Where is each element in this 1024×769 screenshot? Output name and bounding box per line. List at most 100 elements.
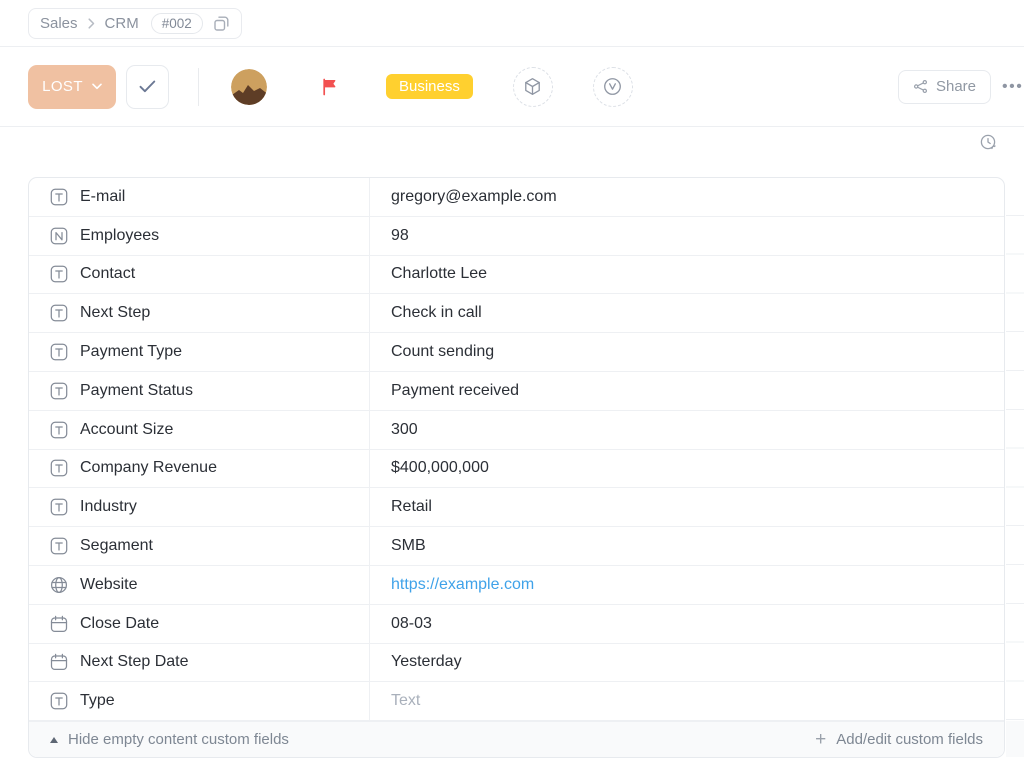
table-row: Next Step Check in call — [29, 294, 1004, 334]
task-content: E-mail gregory@example.com Employees 98 … — [0, 127, 1024, 768]
field-label: Company Revenue — [80, 459, 217, 477]
milestone-button[interactable] — [592, 66, 633, 107]
field-value-cell[interactable]: Charlotte Lee — [370, 256, 1004, 294]
field-name-cell[interactable]: Website — [29, 565, 370, 604]
breadcrumb-space[interactable]: Sales — [40, 14, 78, 32]
triangle-up-icon — [50, 736, 58, 743]
check-icon — [139, 80, 156, 93]
website-link[interactable]: https://example.com — [391, 575, 535, 593]
text-field-icon — [50, 537, 68, 555]
field-value-cell[interactable]: gregory@example.com — [370, 178, 1004, 216]
custom-fields-footer: Hide empty content custom fields + Add/e… — [29, 721, 1004, 758]
field-label: Contact — [80, 265, 136, 283]
field-value: Payment received — [391, 381, 520, 399]
text-field-icon — [50, 343, 68, 361]
field-value-cell[interactable]: Text — [370, 682, 1004, 720]
text-field-icon — [50, 382, 68, 400]
field-value-cell[interactable]: Count sending — [370, 333, 1004, 371]
field-name-cell[interactable]: Industry — [29, 488, 370, 527]
hide-empty-fields-button[interactable]: Hide empty content custom fields — [50, 731, 289, 748]
field-value: $400,000,000 — [391, 459, 489, 477]
cube-icon — [525, 78, 541, 95]
table-row: Website https://example.com — [29, 565, 1004, 605]
field-value: Yesterday — [391, 653, 462, 671]
field-name-cell[interactable]: Close Date — [29, 604, 370, 643]
field-value-cell[interactable]: SMB — [370, 527, 1004, 565]
text-field-icon — [50, 498, 68, 516]
field-value: Charlotte Lee — [391, 265, 488, 283]
more-menu-button[interactable]: ••• — [1002, 77, 1024, 95]
field-label: Industry — [80, 498, 137, 516]
field-name-cell[interactable]: Next Step — [29, 294, 370, 333]
field-name-cell[interactable]: Contact — [29, 255, 370, 294]
field-name-cell[interactable]: Segament — [29, 527, 370, 565]
field-name-cell[interactable]: Payment Type — [29, 333, 370, 371]
share-icon — [913, 79, 927, 94]
copy-task-id-icon[interactable] — [213, 15, 230, 32]
assignee-avatar[interactable] — [231, 68, 267, 105]
text-field-icon — [50, 304, 68, 322]
add-edit-custom-fields-button[interactable]: + Add/edit custom fields — [815, 730, 983, 749]
field-value: Check in call — [391, 304, 482, 322]
priority-flag-icon[interactable] — [321, 77, 338, 97]
text-field-icon — [50, 421, 68, 439]
business-tag[interactable]: Business — [386, 73, 473, 100]
field-label: Close Date — [80, 614, 160, 632]
field-value-cell[interactable]: Check in call — [370, 294, 1004, 332]
task-id-badge[interactable]: #002 — [150, 12, 203, 34]
chevron-down-icon — [92, 83, 102, 90]
breadcrumb[interactable]: Sales CRM #002 — [28, 7, 242, 39]
field-value-cell[interactable]: Yesterday — [370, 644, 1004, 682]
text-field-icon — [50, 459, 68, 477]
field-value-cell[interactable]: Payment received — [370, 372, 1004, 410]
add-dependency-button[interactable] — [512, 66, 553, 107]
mark-complete-button[interactable] — [126, 64, 169, 109]
field-value-cell[interactable]: $400,000,000 — [370, 450, 1004, 488]
field-label: Type — [80, 692, 115, 710]
field-label: Employees — [80, 226, 160, 244]
field-label: Account Size — [80, 420, 174, 438]
add-edit-custom-fields-label: Add/edit custom fields — [836, 731, 983, 749]
field-name-cell[interactable]: Next Step Date — [29, 643, 370, 682]
text-field-icon — [50, 265, 68, 283]
field-value-cell[interactable]: 98 — [370, 217, 1004, 255]
breadcrumb-list[interactable]: CRM — [104, 14, 139, 32]
field-value-cell[interactable]: https://example.com — [370, 566, 1004, 604]
website-field-icon — [50, 576, 68, 594]
toolbar-divider — [198, 67, 199, 106]
field-value-cell[interactable]: Retail — [370, 488, 1004, 526]
status-dropdown-button[interactable]: LOST — [28, 64, 116, 109]
share-button[interactable]: Share — [897, 69, 991, 104]
clipped-right-pane — [1006, 177, 1024, 757]
text-field-icon — [50, 188, 68, 206]
field-value: gregory@example.com — [391, 187, 557, 205]
table-row: Account Size 300 — [29, 410, 1004, 450]
table-row: Close Date 08-03 — [29, 604, 1004, 644]
field-value: SMB — [391, 537, 426, 555]
field-label: Payment Type — [80, 343, 182, 361]
circled-v-icon — [604, 78, 622, 95]
field-name-cell[interactable]: Employees — [29, 216, 370, 255]
table-row: Company Revenue $400,000,000 — [29, 449, 1004, 489]
table-row: Payment Type Count sending — [29, 333, 1004, 372]
share-label: Share — [935, 78, 976, 95]
field-value: 98 — [391, 226, 409, 244]
field-name-cell[interactable]: Payment Status — [29, 371, 370, 410]
field-name-cell[interactable]: Account Size — [29, 410, 370, 449]
plus-icon: + — [815, 729, 827, 751]
table-row: Contact Charlotte Lee — [29, 255, 1004, 295]
table-row: Type Text — [29, 682, 1004, 722]
field-value: 300 — [391, 420, 418, 438]
table-row: Segament SMB — [29, 527, 1004, 566]
field-name-cell[interactable]: Company Revenue — [29, 449, 370, 488]
field-value-cell[interactable]: 08-03 — [370, 605, 1004, 643]
field-label: E-mail — [80, 187, 126, 205]
field-name-cell[interactable]: E-mail — [29, 178, 370, 216]
field-value-cell[interactable]: 300 — [370, 411, 1004, 449]
activity-time-icon[interactable] — [979, 133, 998, 152]
field-value-placeholder: Text — [391, 692, 421, 710]
field-value: 08-03 — [391, 614, 432, 632]
field-name-cell[interactable]: Type — [29, 682, 370, 721]
avatar-image — [231, 68, 267, 105]
status-label: LOST — [42, 78, 83, 95]
